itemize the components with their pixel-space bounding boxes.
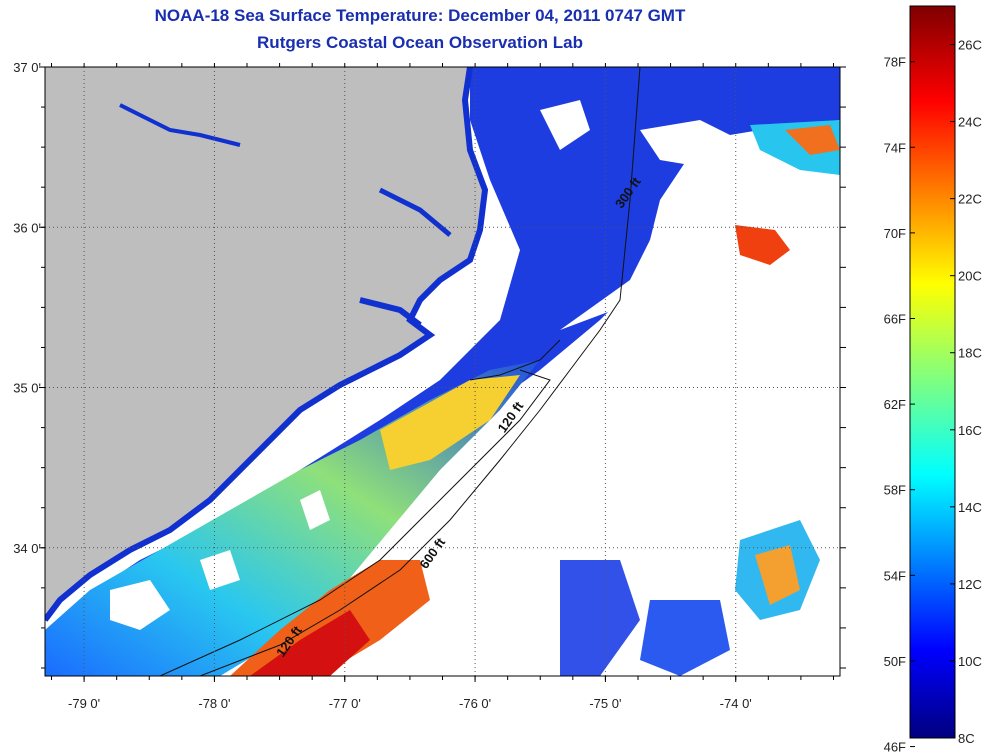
colorbar-label-c: 12C — [958, 577, 982, 592]
lon-tick-label: -75 0' — [589, 696, 621, 711]
lon-tick-label: -76 0' — [459, 696, 491, 711]
colorbar-label-c: 16C — [958, 423, 982, 438]
colorbar-label-c: 22C — [958, 192, 982, 207]
sound-waterway — [359, 297, 422, 328]
lon-tick-label: -77 0' — [329, 696, 361, 711]
contour-line — [199, 67, 641, 676]
colorbar-label-f: 78F — [884, 55, 906, 70]
lon-tick-label: -74 0' — [720, 696, 752, 711]
map-title: NOAA-18 Sea Surface Temperature: Decembe… — [154, 6, 686, 25]
colorbar-label-f: 50F — [884, 654, 906, 669]
colorbar-label-c: 20C — [958, 269, 982, 284]
colorbar-label-c: 24C — [958, 115, 982, 130]
map-axes: -79 0' -78 0' -77 0' -76 0' -75 0' -74 0' 37 0… — [13, 60, 846, 711]
colorbar-label-c: 10C — [958, 654, 982, 669]
land-mass — [45, 67, 485, 620]
colorbar-label-f: 70F — [884, 226, 906, 241]
colorbar-label-c: 18C — [958, 346, 982, 361]
colorbar-labels: 26C 24C 22C 20C 18C 16C 14C 12C 10C 8C 78F 74F 70F 66… — [884, 38, 982, 754]
colorbar-label-c: 8C — [958, 731, 975, 746]
sound-waterway — [378, 187, 452, 237]
colorbar-label-c: 26C — [958, 38, 982, 53]
colorbar-label-f: 74F — [884, 140, 906, 155]
colorbar-label-f: 46F — [884, 740, 906, 754]
colorbar-label-f: 58F — [884, 483, 906, 498]
lon-tick-label: -78 0' — [198, 696, 230, 711]
map-subtitle: Rutgers Coastal Ocean Observation Lab — [257, 33, 583, 52]
lat-tick-label: 36 0' — [13, 220, 41, 235]
contour-line — [469, 339, 561, 381]
lat-tick-label: 34 0' — [13, 541, 41, 556]
lat-tick-label: 35 0' — [13, 381, 41, 396]
map-grid — [45, 67, 840, 676]
lat-tick-label: 37 0' — [13, 60, 41, 75]
colorbar-label-f: 54F — [884, 568, 906, 583]
contour-line — [159, 369, 551, 676]
lon-tick-label: -79 0' — [68, 696, 100, 711]
colorbar-label-c: 14C — [958, 500, 982, 515]
inland-waterway — [119, 103, 241, 147]
colorbar-label-f: 66F — [884, 311, 906, 326]
sst-imagery — [45, 67, 840, 676]
coastline — [45, 67, 489, 622]
colorbar-label-f: 62F — [884, 397, 906, 412]
colorbar — [909, 5, 956, 739]
